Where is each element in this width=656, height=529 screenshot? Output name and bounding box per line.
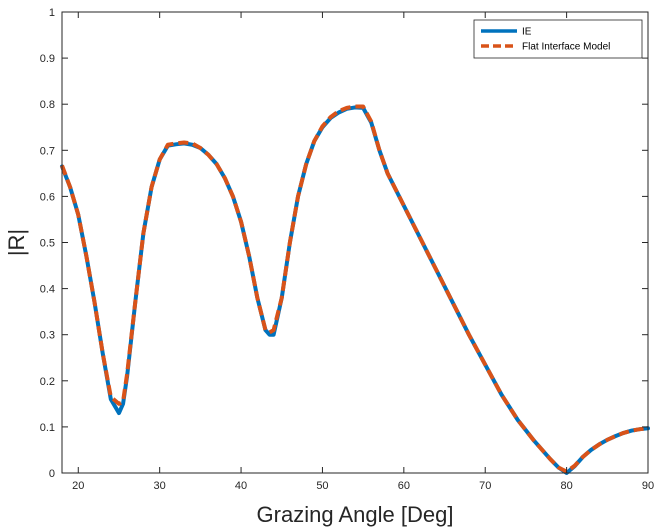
plot-background (62, 12, 648, 473)
x-tick-label: 30 (154, 480, 166, 492)
x-tick-label: 20 (72, 480, 84, 492)
series-line-flat-interface-model (60, 104, 649, 474)
legend-label-ie: IE (522, 27, 532, 38)
axis-ticks: 20 30 40 50 60 70 80 90 0 0.1 0.2 0.3 0.4 0.5 0.6 0.7 0.… (40, 7, 654, 492)
y-tick-label: 1 (49, 7, 55, 19)
y-tick-label: 0.7 (40, 145, 55, 157)
x-tick-label: 40 (235, 480, 247, 492)
data-series (60, 104, 650, 475)
x-tick-label: 70 (479, 480, 491, 492)
y-tick-label: 0.1 (40, 422, 55, 434)
legend-box (473, 19, 643, 59)
y-tick-label: 0.6 (40, 191, 55, 203)
y-tick-label: 0.2 (40, 376, 55, 388)
x-tick-label: 50 (316, 480, 328, 492)
y-tick-label: 0 (49, 468, 55, 480)
x-tick-label: 90 (642, 480, 654, 492)
x-tick-label: 80 (560, 480, 572, 492)
x-axis-title: Grazing Angle [Deg] (257, 502, 454, 527)
y-tick-label: 0.5 (40, 238, 55, 250)
y-tick-label: 0.9 (40, 53, 55, 65)
x-tick-label: 60 (398, 480, 410, 492)
y-tick-label: 0.3 (40, 330, 55, 342)
legend-label-flat-interface-model: Flat Interface Model (522, 42, 610, 53)
y-axis-title: |R| (4, 229, 29, 256)
y-tick-label: 0.4 (40, 284, 55, 296)
y-tick-label: 0.8 (40, 99, 55, 111)
plot-area (62, 12, 648, 473)
legend: IE Flat Interface Model (473, 19, 643, 59)
